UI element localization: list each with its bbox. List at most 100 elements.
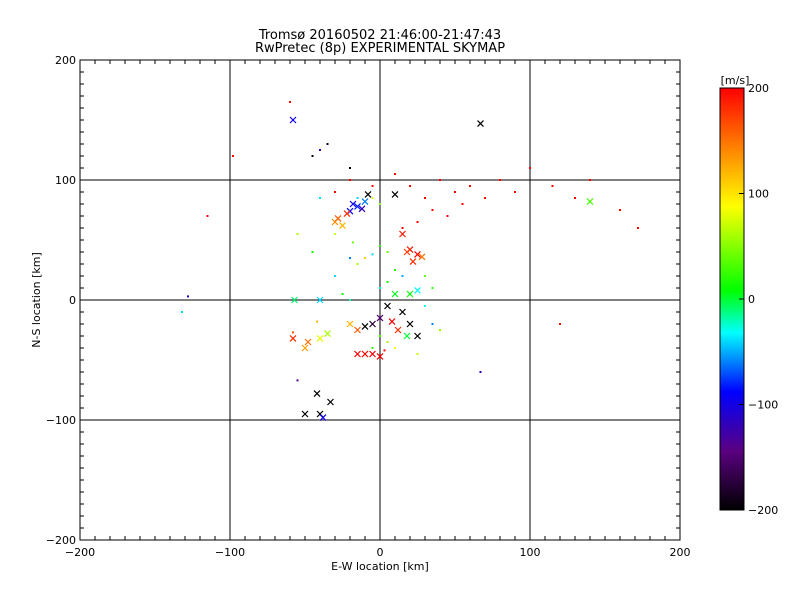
data-point-x [339, 222, 346, 230]
data-point-dot [431, 287, 434, 289]
data-point-dot [424, 197, 426, 199]
data-point-dot [529, 167, 531, 169]
colorbar-ticks: 200 100 0 −100 −200 [739, 82, 778, 517]
data-point-dot [352, 241, 354, 244]
data-point-dot [334, 233, 336, 235]
data-point-dot [394, 173, 396, 175]
data-point-dot [559, 323, 561, 325]
data-point-x [346, 320, 354, 328]
data-point-x [301, 410, 309, 418]
data-point-x [406, 320, 414, 328]
data-point-dot [424, 275, 426, 277]
data-point-dot [589, 179, 591, 181]
data-point-dot [341, 293, 344, 295]
colorbar-label: [m/s] [721, 74, 750, 87]
data-point-dot [364, 257, 366, 259]
data-point-dot [551, 185, 554, 187]
x-tick-label: 200 [670, 546, 691, 559]
data-point-dot [371, 253, 374, 256]
data-point-dot [637, 227, 639, 229]
data-point-x [403, 332, 411, 340]
plot-area [80, 60, 680, 540]
data-point-dot [386, 251, 389, 253]
data-point-x [364, 190, 372, 198]
data-point-x [304, 338, 312, 346]
data-point-dot [484, 197, 486, 199]
colorbar-tick-label: −100 [748, 399, 778, 412]
data-point-x [399, 308, 406, 316]
data-point-x [369, 350, 376, 358]
colorbar-tick-label: 100 [748, 188, 769, 201]
data-point-dot [574, 197, 576, 199]
data-point-dot [409, 185, 411, 187]
data-point-dot [334, 275, 336, 277]
data-point-dot [386, 341, 389, 343]
data-point-dot [349, 179, 351, 181]
data-point-x [324, 330, 331, 338]
data-point-dot [311, 155, 314, 157]
data-point-x [361, 322, 369, 330]
data-point-dot [479, 371, 482, 373]
data-point-dot [319, 149, 321, 151]
y-tick-label: −100 [46, 414, 76, 427]
data-point-dot [296, 233, 299, 235]
x-tick-label: −200 [65, 546, 95, 559]
data-point-dot [296, 379, 299, 382]
data-point-dot [181, 311, 183, 313]
data-point-x [376, 352, 384, 360]
data-point-dot [379, 245, 381, 247]
data-point-x [403, 248, 411, 256]
data-point-dot [401, 275, 404, 277]
data-point-dot [431, 323, 434, 325]
data-point-x [343, 210, 351, 218]
data-point-x [301, 344, 309, 352]
data-point-dot [394, 269, 396, 271]
y-tick-label: 100 [55, 174, 76, 187]
data-point-dot [454, 191, 456, 193]
data-point-dot [319, 197, 321, 199]
data-point-x [358, 205, 366, 213]
data-point-x [313, 390, 321, 398]
y-tick-label: 0 [69, 294, 76, 307]
data-point-dot [619, 209, 621, 211]
data-point-x [289, 116, 297, 124]
data-point-dot [334, 191, 336, 193]
x-tick-label: 100 [520, 546, 541, 559]
colorbar: [m/s] 200 100 0 −100 −200 [719, 74, 778, 517]
chart-title: Tromsø 20160502 21:46:00-21:47:43 [258, 28, 501, 43]
data-point-dot [349, 257, 351, 259]
data-point-x [361, 198, 369, 206]
data-point-dot [371, 347, 374, 349]
data-point-x [586, 198, 594, 206]
data-point-dot [461, 203, 464, 205]
x-axis-label: E-W location [km] [331, 560, 429, 573]
data-point-x [384, 302, 391, 310]
data-point-dot [439, 329, 441, 331]
data-point-x [418, 253, 426, 261]
data-point-x [369, 320, 376, 328]
data-point-x [414, 286, 421, 294]
data-point-dot [383, 349, 386, 352]
data-point-dot [371, 197, 374, 199]
data-point-x [414, 250, 421, 258]
data-point-dot [379, 335, 381, 337]
data-point-dot [416, 221, 419, 223]
colorbar-tick-label: 200 [748, 82, 769, 95]
data-point-dot [289, 101, 291, 103]
axes: −200 −100 0 100 200 −200 −100 0 100 200 [46, 54, 691, 559]
data-point-x [291, 296, 298, 304]
data-point-x [349, 200, 357, 208]
y-axis-label: N-S location [km] [30, 252, 43, 348]
x-tick-label: −100 [215, 546, 245, 559]
data-point-x [354, 350, 361, 358]
data-point-dot [356, 263, 359, 265]
chart-subtitle: RwPretec (8p) EXPERIMENTAL SKYMAP [255, 41, 505, 56]
data-point-dot [187, 295, 189, 298]
data-point-x [391, 290, 399, 298]
data-point-x [394, 326, 402, 334]
data-point-dot [514, 191, 516, 193]
data-point-x [354, 202, 361, 210]
data-point-dot [349, 299, 351, 301]
data-point-x [319, 414, 327, 422]
